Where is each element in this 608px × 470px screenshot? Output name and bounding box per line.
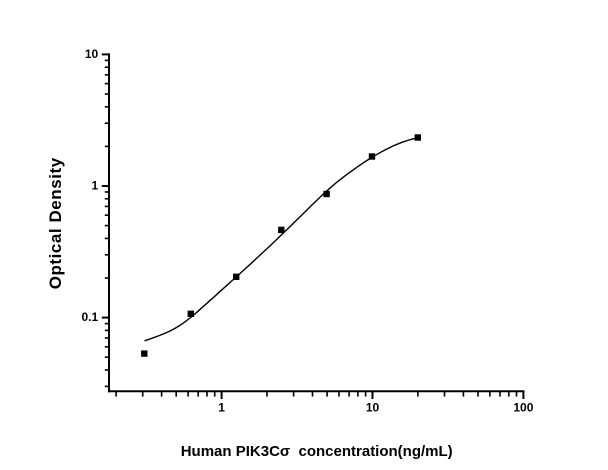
svg-text:100: 100 [513, 401, 533, 415]
svg-text:10: 10 [366, 401, 380, 415]
svg-text:Optical Density: Optical Density [46, 157, 65, 289]
svg-text:1: 1 [92, 179, 99, 193]
svg-text:0.1: 0.1 [82, 310, 99, 324]
svg-text:10: 10 [85, 47, 99, 61]
svg-text:1: 1 [218, 401, 225, 415]
svg-text:Human PIK3Cσ concentration(ng: Human PIK3Cσ concentration(ng/mL) [181, 443, 453, 460]
